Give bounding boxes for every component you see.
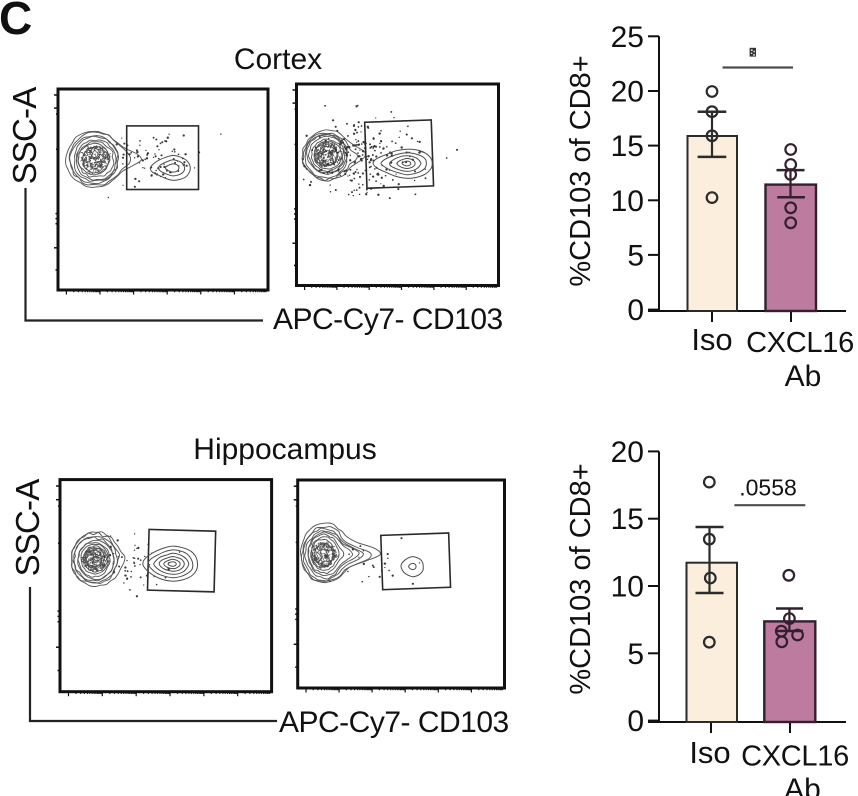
svg-text:APC-Cy7- CD103: APC-Cy7- CD103 [279,706,509,739]
svg-text:.0558: .0558 [739,475,797,501]
svg-text:Cortex: Cortex [234,43,322,76]
svg-text:15: 15 [611,503,644,536]
svg-text:10: 10 [611,185,644,218]
svg-text:10: 10 [611,571,644,604]
svg-text:Iso: Iso [689,735,730,770]
svg-text:Ab: Ab [785,360,822,393]
svg-text:APC-Cy7- CD103: APC-Cy7- CD103 [273,303,503,336]
svg-text:Hippocampus: Hippocampus [193,433,376,466]
svg-text:20: 20 [611,436,644,469]
svg-text:0: 0 [627,705,644,738]
svg-text:CXCL16: CXCL16 [741,741,849,773]
svg-text:SSC-A: SSC-A [6,87,43,185]
svg-text:Iso: Iso [691,322,732,357]
svg-text:%CD103 of CD8+: %CD103 of CD8+ [565,55,597,286]
svg-text:Ab: Ab [784,773,821,796]
svg-text:C: C [0,0,32,44]
svg-text:5: 5 [627,638,644,671]
svg-text:20: 20 [611,76,644,109]
svg-text:%CD103 of CD8+: %CD103 of CD8+ [565,463,597,694]
svg-text:15: 15 [611,130,644,163]
svg-text:25: 25 [611,21,644,54]
svg-text:SSC-A: SSC-A [9,479,46,577]
svg-text:CXCL16: CXCL16 [746,327,854,359]
svg-text:5: 5 [627,239,644,272]
svg-text:0: 0 [627,294,644,327]
